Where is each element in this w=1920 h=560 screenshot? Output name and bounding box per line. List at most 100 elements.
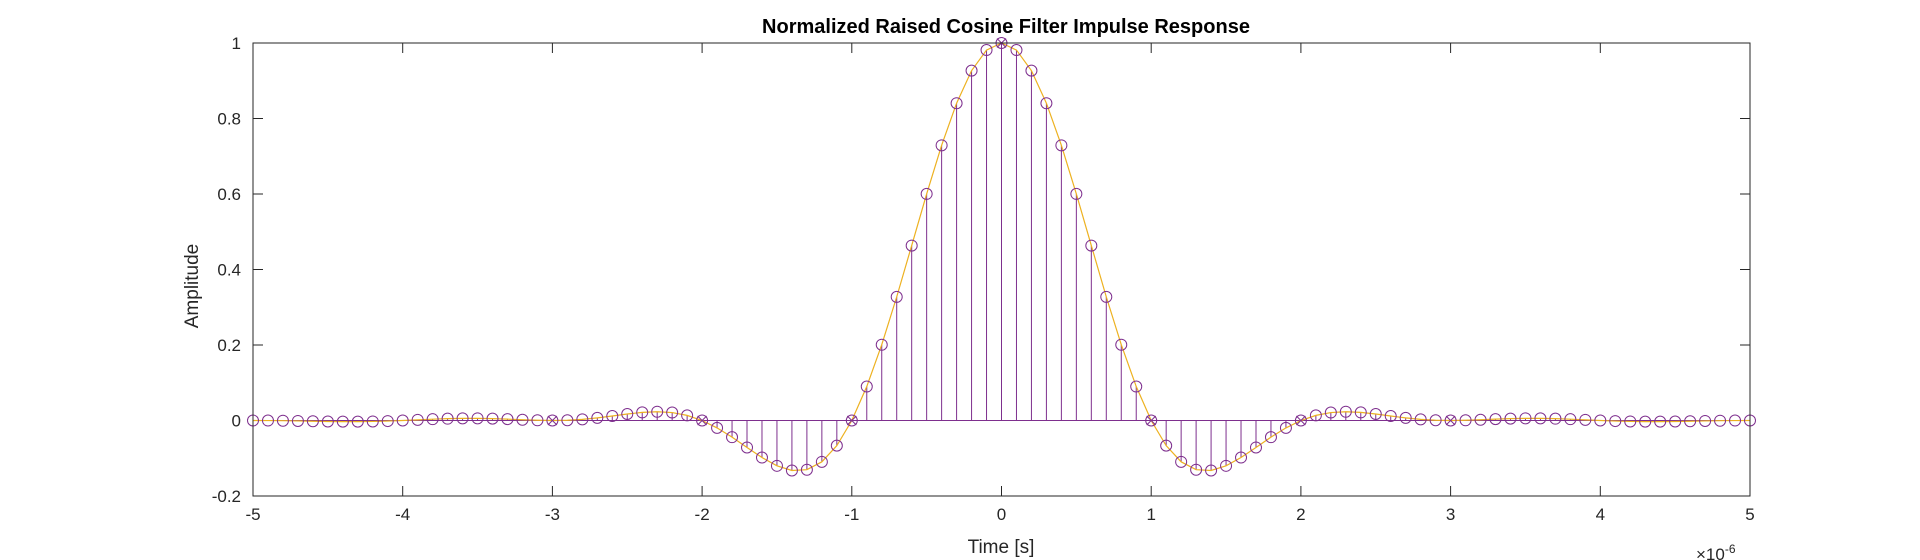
x-tick-label: 3 [1446,505,1455,524]
stem-marker [1489,413,1502,426]
stem-marker [441,412,454,425]
symbol-marker [846,415,857,426]
stem-marker [1399,411,1412,424]
stem-marker [845,414,858,427]
symbol-marker [1146,415,1157,426]
x-tick-label: 4 [1596,505,1605,524]
stem-marker [1130,380,1143,393]
stem-marker [1624,415,1637,428]
stem-marker [920,187,933,200]
stem-marker [830,439,843,452]
stem-marker [1429,414,1442,427]
y-tick-label: 1 [232,34,241,53]
stem-marker [471,412,484,425]
stem-marker [681,409,694,422]
x-axis-label: Time [s] [968,537,1035,558]
stem-marker [800,463,813,476]
stem-marker [770,459,783,472]
plot-frame [252,42,1751,497]
stem-marker [1354,406,1367,419]
stem-marker [1594,414,1607,427]
stem-marker [1085,239,1098,252]
stem-marker [1235,451,1248,464]
stem-series [253,43,1750,471]
stem-marker [980,44,993,57]
stem-marker [666,406,679,419]
data-layer [247,37,1756,477]
stem-marker [336,415,349,428]
stem-marker [1190,463,1203,476]
stem-marker [516,413,529,426]
stem-marker [965,64,978,77]
stem-marker [905,239,918,252]
stem-marker [261,414,274,427]
stem-marker [1025,64,1038,77]
stem-marker [1309,409,1322,422]
x-tick-label: 2 [1296,505,1305,524]
y-axis-label: Amplitude [182,244,203,329]
stem-marker [1040,97,1053,110]
symbol-marker [697,415,707,426]
stem-marker [651,405,664,418]
stem-marker [785,464,798,477]
stem-marker [1384,410,1397,423]
stem-marker [1010,44,1023,57]
stem-marker [1459,414,1472,427]
x-tick-label: -4 [395,505,410,524]
stem-marker [875,338,888,351]
stem-marker [1414,413,1427,426]
stem-marker [1339,405,1352,418]
stem-marker [1220,459,1233,472]
stem-marker [741,441,754,454]
stem-marker [1369,408,1382,421]
stem-marker [456,412,469,425]
symbol-markers [547,38,1456,426]
stem-marker [351,415,364,428]
x-tick-label: -3 [545,505,560,524]
stem-marker [935,139,948,152]
stem-marker [1714,414,1727,427]
stem-marker [501,413,514,426]
stem-marker [1699,414,1712,427]
stem-marker [1160,439,1173,452]
x-exponent-base: ×10 [1696,545,1725,560]
stem-marker [576,413,589,426]
stem-marker [636,406,649,419]
stem-marker [321,415,334,428]
stem-marker [486,412,499,425]
stem-marker [276,414,289,427]
stem-marker [411,413,424,426]
y-tick-label: 0.2 [217,336,241,355]
x-tick-label: 5 [1745,505,1754,524]
x-tick-label: -1 [844,505,859,524]
symbol-marker [547,415,558,426]
stem-marker [1279,421,1292,434]
stem-marker [591,411,604,424]
stem-marker [890,290,903,303]
stem-marker [711,421,724,434]
stem-marker [1205,464,1218,477]
stem-marker [291,414,304,427]
stem-marker [1324,406,1337,419]
chart-title: Normalized Raised Cosine Filter Impulse … [762,16,1250,38]
stem-marker [546,414,559,427]
stem-marker [621,408,634,421]
x-tick-label: -5 [245,505,260,524]
stem-marker [1100,290,1113,303]
stem-marker [1055,139,1068,152]
stem-marker [755,451,768,464]
stem-marker [426,413,439,426]
stem-marker [1549,412,1562,425]
stem-marker [950,97,963,110]
stem-marker [1249,441,1262,454]
stem-marker [396,414,409,427]
stem-marker [1264,431,1277,444]
stem-marker [1504,412,1517,425]
stem-marker [531,414,544,427]
stem-marker [1534,412,1547,425]
stem-marker [1474,413,1487,426]
stem-markers [247,37,1756,477]
stem-marker [1115,338,1128,351]
stem-marker [1609,415,1622,428]
